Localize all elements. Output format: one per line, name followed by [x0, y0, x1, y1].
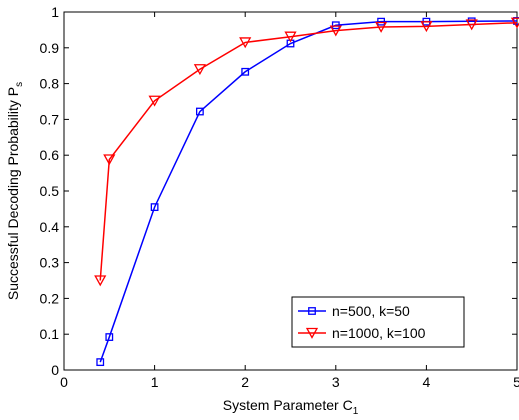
x-tick-label: 2 [241, 374, 249, 390]
y-tick-label: 0.9 [40, 40, 60, 56]
x-tick-labels: 0 1 2 3 4 5 [60, 374, 519, 390]
y-tick-label: 0.8 [40, 76, 60, 92]
y-tick-label: 0.2 [40, 290, 60, 306]
data-point [96, 358, 105, 367]
x-axis-title-text: System Parameter C [223, 397, 353, 413]
series-2 [94, 17, 519, 287]
y-tick-labels: 0 0.1 0.2 0.3 0.4 0.5 0.6 0.7 0.8 0.9 1 [40, 4, 60, 378]
series-layer [94, 17, 519, 367]
data-point [105, 333, 114, 341]
data-point [465, 19, 478, 31]
y-tick-label: 1 [51, 4, 59, 20]
data-point [94, 275, 107, 287]
legend-label: n=1000, k=100 [332, 325, 426, 341]
legend-marker [308, 307, 316, 315]
data-point [377, 17, 386, 26]
y-tick-label: 0.1 [40, 326, 60, 342]
data-point [241, 67, 250, 76]
legend-label: n=500, k=50 [332, 303, 410, 319]
y-axis-title-subscript: s [14, 82, 25, 87]
x-tick-label: 0 [60, 374, 68, 390]
data-point [331, 21, 340, 30]
y-tick-label: 0.4 [40, 219, 60, 235]
data-point [239, 37, 252, 49]
data-point [193, 64, 207, 76]
data-point [420, 21, 433, 33]
series-line [99, 21, 518, 281]
y-tick-label: 0.5 [40, 183, 60, 199]
data-point [148, 95, 161, 107]
x-tick-label: 4 [423, 374, 431, 390]
legend-box [291, 296, 465, 348]
x-tick-label: 5 [513, 374, 519, 390]
y-axis-title-text: Successful Decoding Probability P [5, 87, 21, 300]
x-axis-title: System Parameter C1 [223, 397, 359, 417]
y-tick-label: 0.6 [40, 147, 60, 163]
data-point [284, 31, 297, 43]
x-axis-title-subscript: 1 [353, 406, 359, 417]
legend-item: n=1000, k=100 [298, 325, 426, 341]
legend-marker [305, 327, 319, 339]
series-line [99, 20, 518, 363]
x-tick-label: 3 [332, 374, 340, 390]
data-point [510, 17, 519, 29]
axis-ticks [63, 11, 518, 371]
y-tick-label: 0.7 [40, 111, 60, 127]
legend-item: n=500, k=50 [298, 303, 410, 319]
y-tick-label: 0.3 [40, 255, 60, 271]
y-axis-title: Successful Decoding Probability Ps [5, 82, 25, 300]
data-point [374, 21, 388, 33]
y-tick-label: 0 [51, 362, 59, 378]
data-point [103, 154, 116, 166]
data-point [195, 107, 204, 116]
data-point [150, 203, 159, 212]
data-point [329, 25, 342, 37]
legend: n=500, k=50 n=1000, k=100 [291, 296, 465, 348]
x-tick-label: 1 [151, 374, 159, 390]
